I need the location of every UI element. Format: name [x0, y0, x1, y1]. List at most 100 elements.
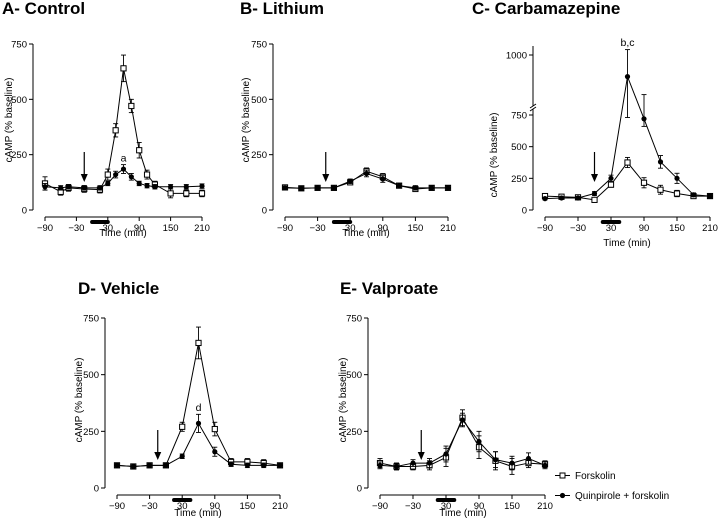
panel-b-quinpirole-point [347, 178, 353, 184]
panel-e-arrow-head [417, 452, 425, 460]
panel-b-quinpirole-point [412, 185, 418, 191]
panel-e-xlabel: Time (min) [439, 508, 486, 519]
panel-a-quinpirole-point [81, 185, 87, 191]
panel-a-x-tick-label: 150 [163, 223, 179, 234]
panel-d-xlabel: Time (min) [174, 508, 221, 519]
panel-d-quinpirole-point [147, 462, 153, 468]
panel-e-plot: −90 −30 30 90 150 210 0 250 500 750 [346, 314, 553, 513]
panel-e-quinpirole-point [426, 460, 433, 466]
panel-a-quinpirole-point [120, 166, 127, 172]
panel-d-y-tick-label: 750 [83, 314, 99, 325]
panel-c-x-tick-label: −90 [537, 223, 553, 234]
panel-a-ylabel: cAMP (% baseline) [4, 78, 15, 163]
panel-c-forskolin-point [673, 190, 681, 197]
panel-c-quinpirole-point [542, 196, 548, 202]
panel-a-plot: −90 −30 30 90 150 210 0 250 500 750 a [11, 40, 210, 235]
panel-a-quinpirole-point [97, 185, 103, 191]
panel-a-forskolin-line [44, 68, 202, 194]
panel-d-quinpirole-point [179, 453, 185, 459]
panel-e-quinpirole-point [443, 451, 449, 457]
panel-e-x-tick-label: 210 [537, 501, 553, 512]
panel-b-x-tick-label: 90 [378, 223, 389, 234]
panel-c-y-axis-break [529, 103, 537, 109]
panel-c-y-tick-label: 0 [522, 206, 527, 217]
panel-c-ylabel: cAMP (% baseline) [489, 113, 500, 198]
panel-b-quinpirole-point [396, 183, 402, 189]
panel-d-title: D- Vehicle [78, 279, 159, 298]
panel-a-x-tick-label: 210 [194, 223, 210, 234]
panel-c-quinpirole-point [591, 190, 598, 197]
panel-b-title: B- Lithium [240, 0, 324, 18]
panel-e-quinpirole-point [525, 455, 532, 462]
panel-c-x-tick-label: 90 [639, 223, 650, 234]
panel-a-arrow-head [80, 174, 88, 182]
panel-c-y-tick-label: 500 [511, 142, 527, 153]
legend-marker-quinpirole [559, 492, 566, 499]
panel-c-annotation: b,c [620, 37, 634, 49]
panel-d-plot: −90 −30 30 90 150 210 0 250 500 750 d [83, 314, 288, 513]
panel-a-forskolin-point [136, 147, 143, 154]
panel-e-title: E- Valproate [340, 279, 438, 298]
panel-c-quinpirole-point [657, 159, 664, 165]
panel-d-y-tick-label: 250 [83, 427, 99, 438]
panel-e-quinpirole-point [377, 462, 383, 468]
panel-a-quinpirole-point [58, 185, 64, 191]
panel-e-quinpirole-point [410, 460, 416, 466]
panel-e-x-tick-label: 90 [474, 501, 485, 512]
panel-d-quinpirole-point [261, 462, 267, 468]
panel-b-y-tick-label: 250 [251, 150, 267, 161]
panel-c-plot: −90 −30 30 90 150 210 0 250 500 750 1000 b,c [506, 37, 718, 234]
panel-a-forskolin-point [143, 171, 151, 178]
panel-a-forskolin-point [104, 171, 111, 178]
panel-c-x-tick-label: 210 [702, 223, 718, 234]
panel-c-x-tick-label: 30 [606, 223, 617, 234]
panel-d-arrow-head [154, 452, 162, 460]
panel-d-quinpirole-point [277, 462, 283, 468]
panel-a-xlabel: Time (min) [99, 228, 146, 239]
panel-c-y-tick-label: 750 [511, 111, 527, 122]
panel-c-forskolin-point [624, 159, 631, 166]
panel-d-y-tick-label: 0 [94, 484, 99, 495]
panel-a-y-tick-label: 750 [11, 40, 27, 51]
panel-a-annotation: a [121, 152, 127, 164]
panel-a-x-tick-label: 90 [134, 223, 145, 234]
panel-c-quinpirole-point [624, 74, 631, 80]
panel-d-x-tick-label: −30 [142, 501, 158, 512]
panel-a-y-tick-label: 0 [22, 206, 27, 217]
panel-e-y-tick-label: 500 [346, 370, 362, 381]
panel-e-ylabel: cAMP (% baseline) [338, 358, 349, 443]
panel-b-x-tick-label: 30 [345, 223, 356, 234]
panel-a-x-tick-label: −90 [37, 223, 53, 234]
panel-c-y-axis-break [529, 106, 537, 112]
panel-d-x-tick-label: 30 [177, 501, 188, 512]
panel-d-ylabel: cAMP (% baseline) [74, 358, 85, 443]
panel-e-quinpirole-point [542, 462, 548, 468]
panel-c-quinpirole-point [558, 195, 565, 201]
panel-b-quinpirole-point [363, 170, 370, 177]
panel-e-quinpirole-point [476, 438, 482, 445]
panel-c-quinpirole-point [690, 192, 697, 198]
panel-c-quinpirole-point [608, 175, 614, 181]
panel-b-quinpirole-point [445, 185, 451, 191]
panel-c-quinpirole-point [674, 175, 680, 181]
panel-a-quinpirole-point [128, 174, 134, 180]
panel-e-y-tick-label: 250 [346, 427, 362, 438]
legend-label-forskolin: Forskolin [575, 471, 616, 482]
panel-b-xlabel: Time (min) [342, 228, 389, 239]
panel-b-x-tick-label: 210 [440, 223, 456, 234]
panel-a-quinpirole-point [144, 183, 150, 189]
panel-d-annotation: d [196, 402, 202, 414]
panel-b-ylabel: cAMP (% baseline) [241, 78, 252, 163]
panel-d-quinpirole-point [244, 462, 250, 468]
panel-d-y-tick-label: 500 [83, 370, 99, 381]
panel-b-arrow-head [322, 174, 330, 182]
panel-d-forskolin-point [179, 423, 186, 430]
panel-e-y-tick-label: 750 [346, 314, 362, 325]
panel-a-forskolin-point [183, 190, 190, 197]
panel-e-x-tick-label: 150 [504, 501, 520, 512]
panel-c-forskolin-point [640, 179, 648, 186]
panel-b-y-tick-label: 750 [251, 40, 267, 51]
panel-d-x-tick-label: 150 [239, 501, 255, 512]
panel-c-forskolin-point [591, 196, 598, 203]
